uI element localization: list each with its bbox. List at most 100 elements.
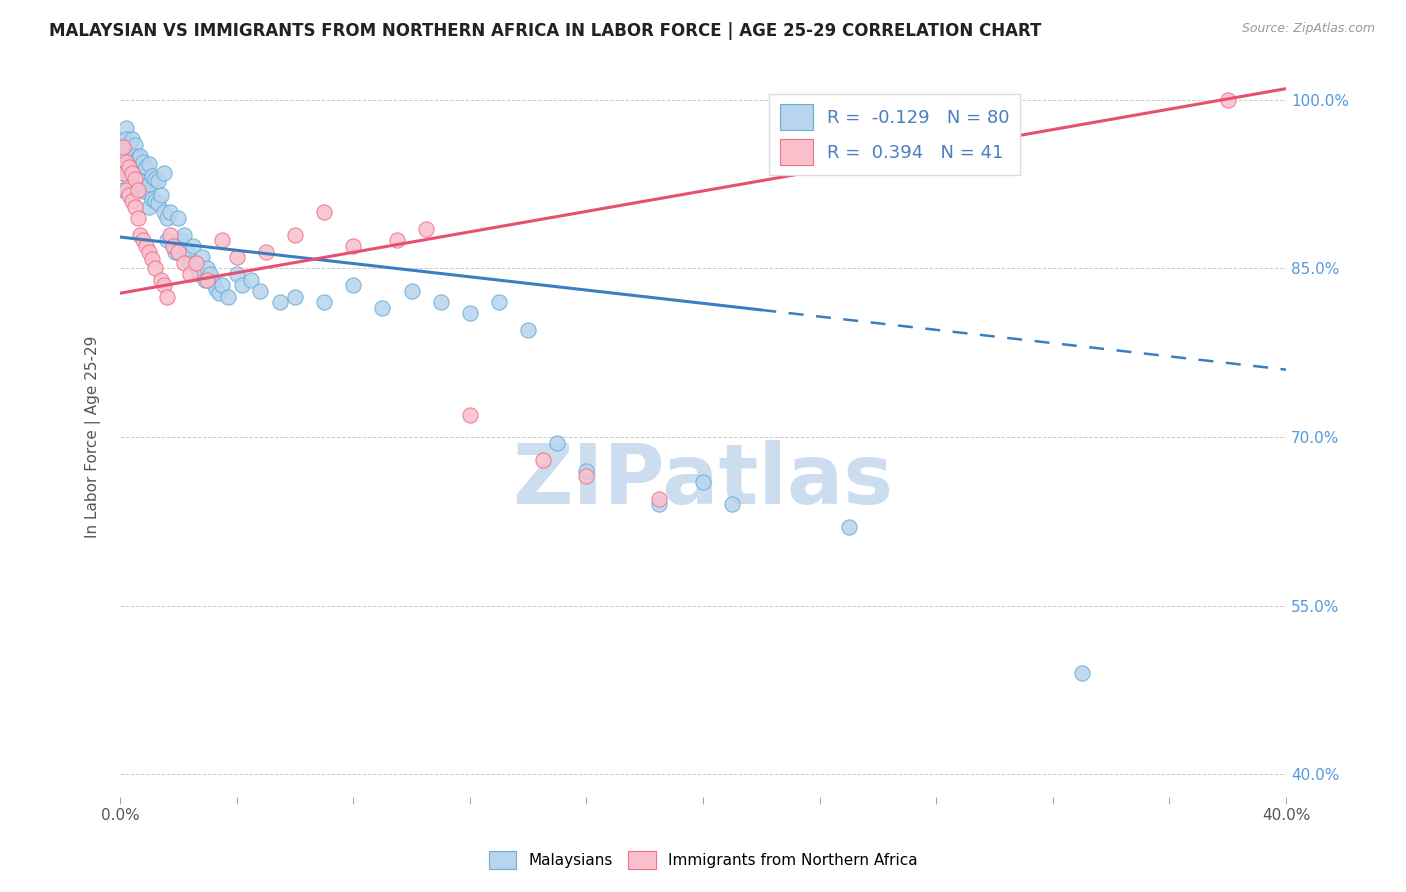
Point — [1071, 666, 1094, 681]
Point — [170, 233, 193, 247]
Point — [371, 301, 394, 315]
Point — [121, 194, 143, 208]
Point — [152, 205, 174, 219]
Point — [575, 469, 598, 483]
Point — [118, 154, 141, 169]
Point — [1216, 93, 1239, 107]
Point — [211, 233, 233, 247]
Point — [156, 211, 179, 225]
Point — [225, 250, 247, 264]
Point — [132, 183, 155, 197]
Point — [118, 188, 141, 202]
Point — [314, 205, 336, 219]
Point — [176, 244, 198, 259]
Point — [141, 169, 163, 184]
Point — [211, 278, 233, 293]
Point — [184, 256, 207, 270]
Point — [156, 233, 179, 247]
Point — [269, 295, 291, 310]
Point — [111, 137, 134, 152]
Point — [152, 166, 174, 180]
Point — [127, 152, 149, 166]
Point — [118, 137, 141, 152]
Point — [208, 286, 231, 301]
Point — [159, 227, 181, 242]
Legend: Malaysians, Immigrants from Northern Africa: Malaysians, Immigrants from Northern Afr… — [482, 845, 924, 875]
Point — [138, 200, 160, 214]
Point — [531, 452, 554, 467]
Point — [284, 227, 307, 242]
Point — [200, 267, 222, 281]
Point — [575, 464, 598, 478]
Point — [194, 273, 217, 287]
Point — [415, 222, 437, 236]
Point — [197, 261, 219, 276]
Point — [111, 183, 134, 197]
Point — [152, 278, 174, 293]
Point — [124, 200, 146, 214]
Point — [121, 149, 143, 163]
Point — [162, 239, 184, 253]
Point — [135, 239, 157, 253]
Point — [111, 140, 134, 154]
Point — [118, 161, 141, 175]
Point — [127, 166, 149, 180]
Point — [458, 306, 481, 320]
Point — [546, 435, 568, 450]
Point — [143, 171, 166, 186]
Point — [146, 174, 169, 188]
Point — [143, 194, 166, 208]
Point — [197, 273, 219, 287]
Point — [124, 171, 146, 186]
Point — [165, 244, 187, 259]
Point — [167, 244, 190, 259]
Point — [149, 273, 172, 287]
Point — [127, 178, 149, 192]
Point — [115, 132, 138, 146]
Point — [284, 289, 307, 303]
Point — [135, 185, 157, 199]
Point — [181, 239, 204, 253]
Point — [429, 295, 451, 310]
Point — [401, 284, 423, 298]
Point — [111, 161, 134, 175]
Point — [190, 250, 212, 264]
Point — [187, 267, 209, 281]
Point — [838, 520, 860, 534]
Point — [141, 192, 163, 206]
Point — [184, 256, 207, 270]
Point — [124, 171, 146, 186]
Point — [121, 132, 143, 146]
Point — [111, 166, 134, 180]
Y-axis label: In Labor Force | Age 25-29: In Labor Force | Age 25-29 — [86, 336, 101, 538]
Point — [138, 157, 160, 171]
Point — [115, 149, 138, 163]
Point — [254, 244, 277, 259]
Point — [135, 161, 157, 175]
Point — [342, 278, 364, 293]
Text: ZIPatlas: ZIPatlas — [513, 440, 893, 521]
Point — [143, 261, 166, 276]
Point — [205, 282, 228, 296]
Point — [138, 244, 160, 259]
Point — [385, 233, 408, 247]
Point — [124, 137, 146, 152]
Point — [488, 295, 510, 310]
Point — [202, 275, 225, 289]
Point — [129, 149, 152, 163]
Point — [127, 183, 149, 197]
Point — [118, 171, 141, 186]
Point — [132, 154, 155, 169]
Point — [342, 239, 364, 253]
Point — [240, 273, 263, 287]
Point — [129, 227, 152, 242]
Point — [179, 267, 201, 281]
Point — [314, 295, 336, 310]
Point — [179, 256, 201, 270]
Point — [132, 233, 155, 247]
Text: MALAYSIAN VS IMMIGRANTS FROM NORTHERN AFRICA IN LABOR FORCE | AGE 25-29 CORRELAT: MALAYSIAN VS IMMIGRANTS FROM NORTHERN AF… — [49, 22, 1042, 40]
Point — [129, 174, 152, 188]
Point — [115, 183, 138, 197]
Point — [249, 284, 271, 298]
Point — [115, 121, 138, 136]
